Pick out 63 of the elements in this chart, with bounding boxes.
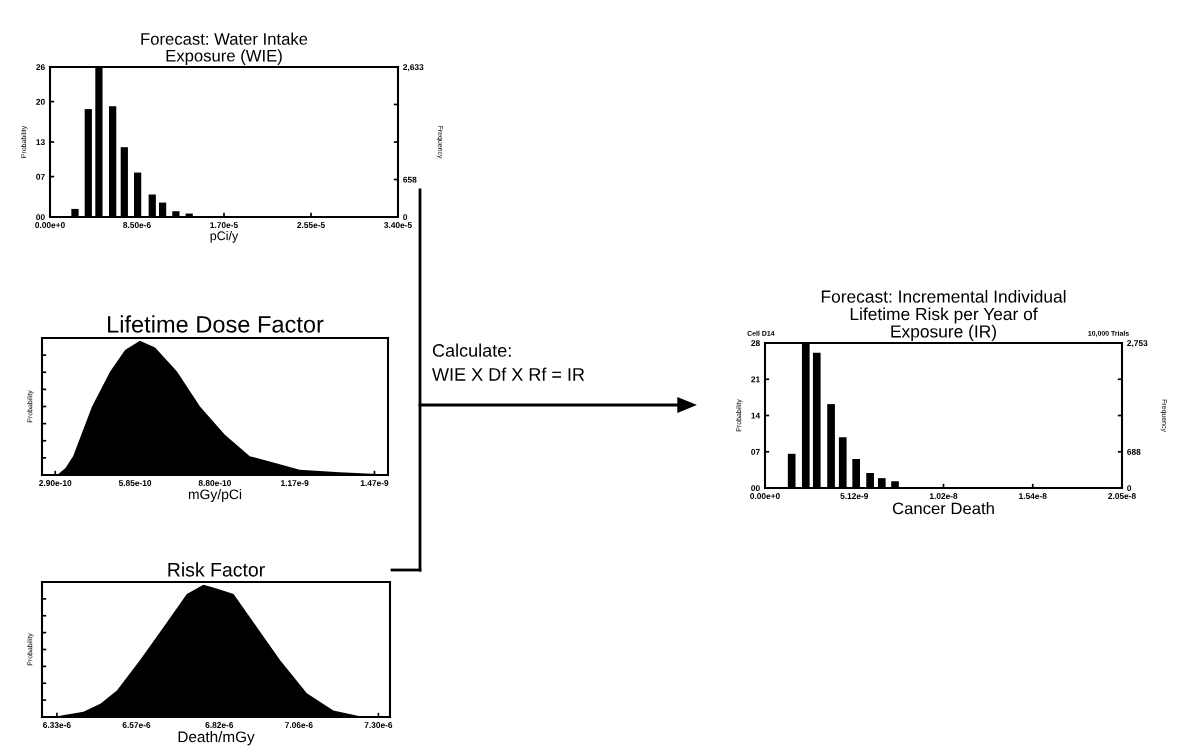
bar	[109, 106, 117, 217]
x-tick-label: 5.85e-10	[118, 480, 152, 486]
x-tick-label: 0.00e+0	[35, 222, 65, 228]
bar	[801, 343, 810, 488]
x-tick-label: 6.57e-6	[122, 722, 151, 728]
x-axis-title: Death/mGy	[178, 731, 255, 746]
bar	[148, 194, 156, 217]
bar	[852, 459, 861, 488]
bar	[71, 208, 79, 217]
x-tick-label: 8.50e-6	[123, 222, 151, 228]
y2-tick-label: 0	[403, 214, 408, 221]
y-tick-label: 07	[751, 448, 760, 455]
x-tick-label: 7.06e-6	[285, 722, 313, 728]
y2-tick-label: 688	[1127, 448, 1141, 455]
x-axis-title: pCi/y	[210, 231, 239, 243]
y2-tick-label: 2,633	[403, 64, 424, 72]
bar	[891, 481, 899, 488]
x-tick-label: 1.54e-8	[1019, 493, 1047, 499]
y2-tick-label: 2,753	[1127, 340, 1148, 348]
x-tick-label: 7.30e-6	[364, 722, 393, 728]
y-tick-label: 20	[36, 98, 45, 105]
x-tick-label: 6.82e-6	[205, 722, 234, 728]
y-tick-label: 26	[36, 64, 45, 71]
y2-tick-label: 658	[403, 176, 417, 183]
chart-title: Forecast: Incremental Individual Lifetime Risk per Year of Exposure (IR)	[821, 289, 1066, 342]
bar	[877, 478, 886, 488]
x-tick-label: 1.47e-9	[360, 480, 389, 486]
x-tick-label: 1.17e-9	[281, 480, 309, 486]
bar	[120, 147, 128, 217]
x-tick-label: 2.05e-8	[1108, 493, 1136, 499]
x-tick-label: 8.80e-10	[198, 480, 231, 486]
y-tick-label: 21	[751, 376, 760, 383]
text: WIE X Df X Rf = IR	[432, 367, 585, 381]
y2-tick-label: 0	[1127, 485, 1132, 492]
y-tick-label: 07	[36, 173, 45, 180]
x-tick-label: 3.40e-5	[384, 222, 412, 228]
x-tick-label: 6.33e-6	[43, 722, 71, 728]
y-tick-label: 00	[36, 214, 45, 221]
x-axis-title: mGy/pCi	[188, 489, 242, 502]
bar	[95, 67, 103, 217]
x-tick-label: 1.70e-5	[210, 222, 238, 228]
bar	[827, 404, 835, 488]
chart-title: Risk Factor	[168, 562, 265, 577]
x-tick-label: 0.00e+0	[750, 493, 780, 499]
x-axis-title: Cancer Death	[892, 502, 994, 515]
x-tick-label: 2.55e-5	[297, 222, 325, 228]
bar	[866, 472, 874, 488]
y-tick-label: 28	[751, 340, 760, 347]
x-tick-label: 2.90e-10	[39, 480, 72, 486]
chart-title: Lifetime Dose Factor	[108, 315, 324, 333]
bar	[134, 172, 142, 217]
text: Calculate:	[432, 343, 511, 357]
x-tick-label: 5.12e-9	[840, 493, 869, 499]
bar	[84, 109, 92, 217]
bar	[838, 437, 847, 488]
y-tick-label: 00	[751, 485, 760, 492]
y-tick-label: 14	[751, 412, 761, 419]
bar	[812, 352, 821, 488]
bar	[787, 453, 796, 488]
chart-title: Forecast: Water Intake Exposure (WIE)	[141, 32, 308, 65]
bar	[172, 211, 180, 217]
x-tick-label: 1.02e-8	[929, 493, 958, 499]
y-tick-label: 13	[36, 139, 45, 146]
